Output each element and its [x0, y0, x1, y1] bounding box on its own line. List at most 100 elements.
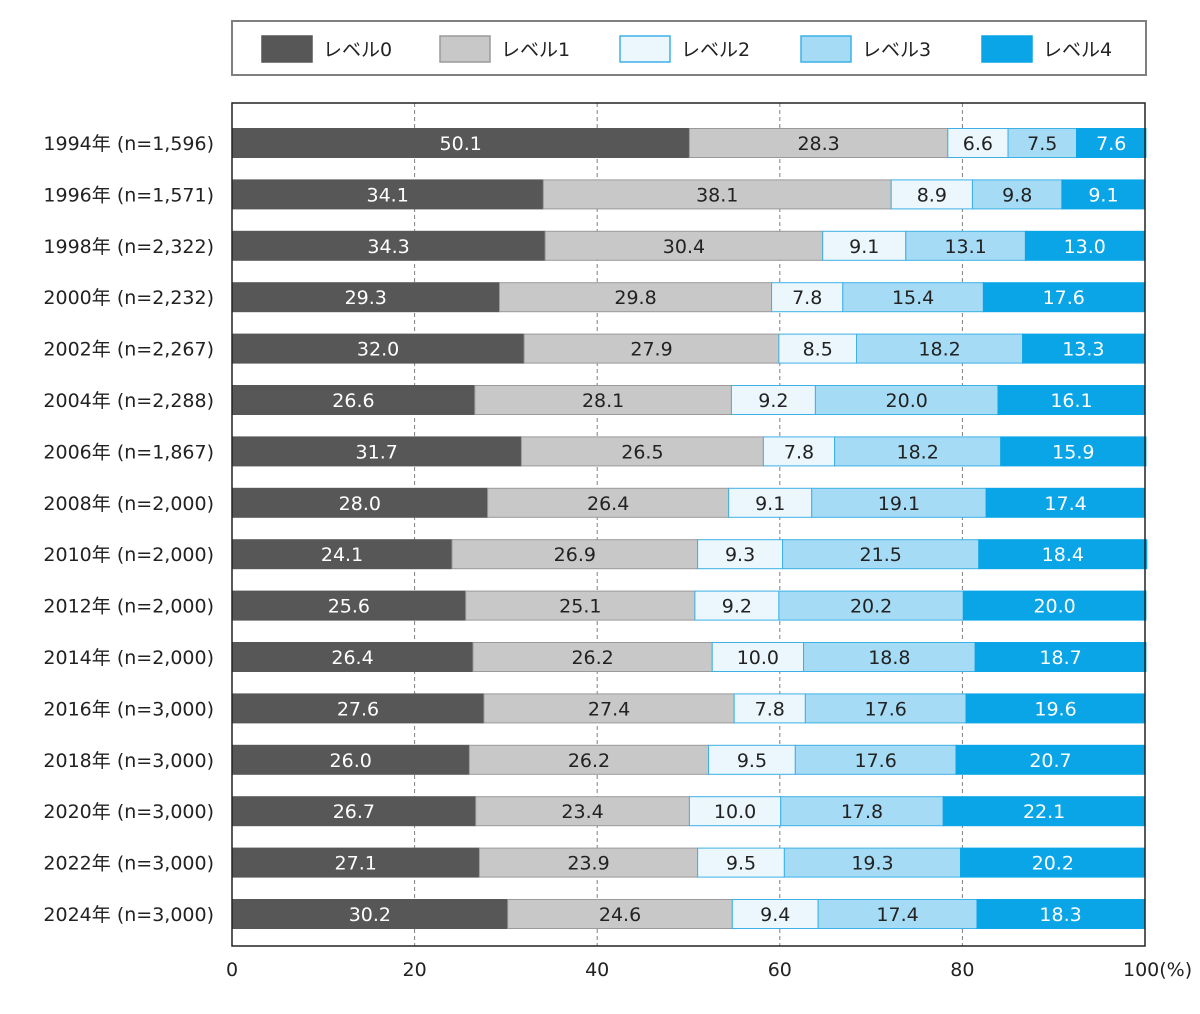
data-label: 26.2 [571, 647, 613, 669]
bar-segment [697, 539, 784, 570]
bar-segment [782, 539, 980, 570]
data-label: 13.0 [1064, 236, 1106, 258]
bar-segment [231, 796, 477, 827]
x-tick-label: 0 [226, 959, 238, 981]
data-label: 26.7 [333, 801, 375, 823]
legend-label: レベル4 [1043, 39, 1112, 61]
data-label: 9.2 [758, 390, 788, 412]
bar-segment [997, 385, 1146, 415]
data-label: 15.9 [1052, 441, 1094, 463]
bar-segment [965, 693, 1146, 724]
x-tick-label: 20 [403, 959, 427, 981]
bar-segment [697, 847, 785, 878]
legend-swatch [800, 35, 852, 63]
bar-segment [231, 230, 546, 261]
data-label: 20.2 [850, 596, 892, 618]
data-label: 38.1 [696, 184, 738, 206]
category-label: 1996年 (n=1,571) [43, 184, 214, 206]
legend-label: レベル2 [681, 39, 750, 61]
data-label: 10.0 [714, 801, 756, 823]
data-label: 24.1 [321, 544, 363, 566]
category-label: 2024年 (n=3,000) [43, 904, 214, 926]
bar-segment [231, 539, 453, 570]
bar-segment [971, 179, 1063, 210]
data-label: 26.4 [331, 647, 373, 669]
category-label: 1994年 (n=1,596) [43, 133, 214, 155]
bar-segment [814, 385, 999, 415]
x-tick-label: 100(%) [1123, 959, 1192, 981]
legend-swatch [261, 35, 313, 63]
data-label: 32.0 [357, 339, 399, 361]
data-label: 23.9 [567, 853, 609, 875]
bar-segment [688, 128, 949, 158]
data-label: 27.9 [630, 339, 672, 361]
data-label: 18.2 [897, 441, 939, 463]
bar-segment [231, 847, 480, 878]
legend-label: レベル3 [862, 39, 931, 61]
data-label: 13.1 [944, 236, 986, 258]
data-label: 19.6 [1034, 698, 1076, 720]
data-label: 29.8 [614, 287, 656, 309]
bar-segment [834, 436, 1002, 467]
category-label: 2016年 (n=3,000) [43, 698, 214, 720]
category-labels: 1994年 (n=1,596) 1996年 (n=1,571) 1998年 (n=2… [43, 133, 214, 926]
bar-segment [507, 899, 733, 929]
bar-segment [688, 796, 782, 827]
legend-swatch [619, 35, 671, 63]
bar-segment [730, 385, 816, 415]
data-label: 19.3 [851, 853, 893, 875]
category-label: 2012年 (n=2,000) [43, 596, 214, 618]
bar-segment [822, 230, 907, 261]
data-label: 13.3 [1062, 339, 1104, 361]
data-label: 9.1 [849, 236, 879, 258]
bar-segment [472, 642, 713, 672]
bar-segment [1024, 230, 1145, 261]
bar-segment [231, 436, 522, 467]
bar-segment [731, 899, 819, 929]
data-label: 15.4 [892, 287, 934, 309]
category-label: 2020年 (n=3,000) [43, 801, 214, 823]
data-label: 9.3 [725, 544, 755, 566]
bar-segment [733, 693, 806, 724]
data-label: 17.6 [865, 698, 907, 720]
data-label: 28.1 [582, 390, 624, 412]
bar-segment [771, 282, 844, 313]
plot-frame [231, 102, 1146, 947]
bar-segment [783, 847, 962, 878]
data-label: 9.5 [737, 750, 767, 772]
category-label: 1998年 (n=2,322) [43, 236, 214, 258]
data-label: 17.6 [1043, 287, 1085, 309]
data-label: 24.6 [599, 904, 641, 926]
bar-segment [475, 796, 690, 827]
bar-segment [803, 642, 976, 672]
category-label: 2008年 (n=2,000) [43, 493, 214, 515]
bar-segment [778, 333, 857, 364]
category-label: 2010年 (n=2,000) [43, 544, 214, 566]
data-label: 9.4 [760, 904, 790, 926]
data-label: 26.4 [587, 493, 629, 515]
category-label: 2014年 (n=2,000) [43, 647, 214, 669]
bar-segment [955, 744, 1146, 775]
data-label: 34.3 [367, 236, 409, 258]
bar-segment [976, 899, 1145, 929]
bar-segment [711, 642, 805, 672]
category-label: 2022年 (n=3,000) [43, 853, 214, 875]
data-label: 18.4 [1042, 544, 1084, 566]
bar-segment [780, 796, 944, 827]
data-label: 29.3 [345, 287, 387, 309]
bar-segment [465, 590, 696, 621]
x-tick-label: 60 [768, 959, 792, 981]
data-label: 27.1 [335, 853, 377, 875]
bar-segment [778, 590, 964, 621]
bar-segment [985, 487, 1146, 518]
data-label: 16.1 [1050, 390, 1092, 412]
bar-segment [960, 847, 1146, 878]
category-label: 2000年 (n=2,232) [43, 287, 214, 309]
bar-segment [1000, 436, 1147, 467]
data-label: 7.8 [755, 698, 785, 720]
category-label: 2004年 (n=2,288) [43, 390, 214, 412]
data-label: 26.6 [332, 390, 374, 412]
data-label: 7.8 [784, 441, 814, 463]
data-label: 17.4 [1044, 493, 1086, 515]
data-label: 8.9 [917, 184, 947, 206]
